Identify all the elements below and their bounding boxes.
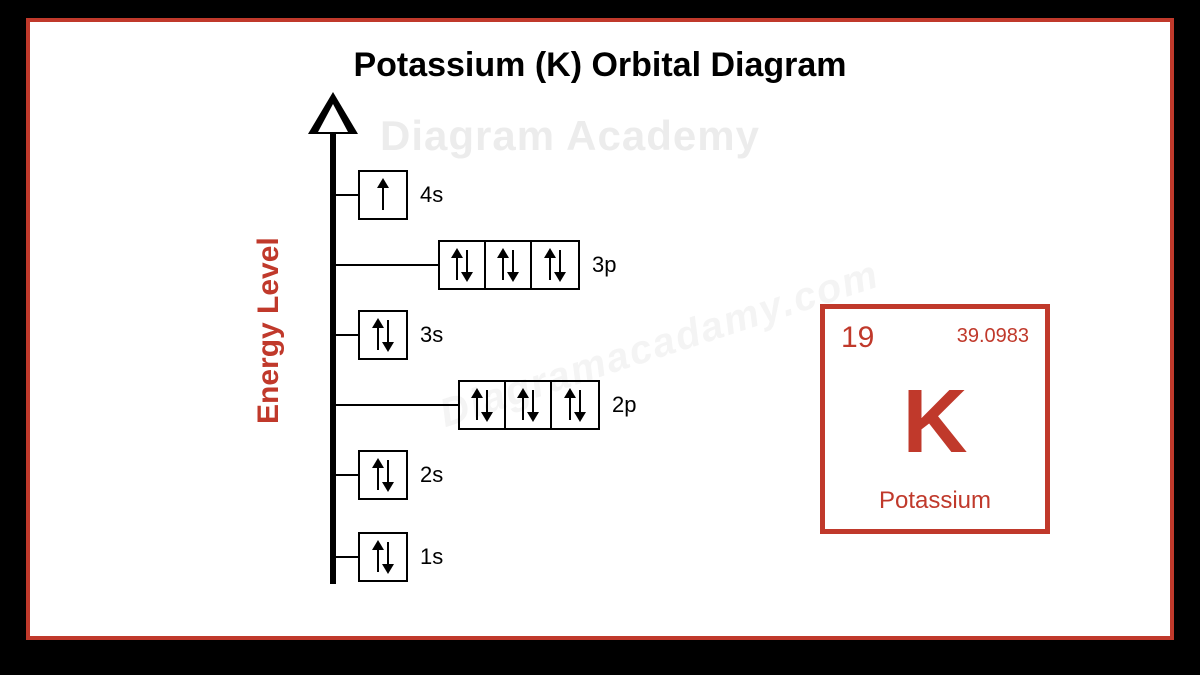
level-row-3p: 3p [330,242,616,288]
electron-spin-down [559,250,561,280]
electron-spin-down [486,390,488,420]
orbital-label: 2s [420,462,443,488]
atomic-mass: 39.0983 [957,325,1029,348]
orbital-box [486,242,532,288]
electron-spin-down [532,390,534,420]
level-tick [330,404,458,406]
orbital-box [440,242,486,288]
orbital-boxes-2s [358,450,408,500]
diagram-frame: Potassium (K) Orbital Diagram Diagram Ac… [26,18,1174,640]
electron-spin-up [476,390,478,420]
electron-spin-up [522,390,524,420]
electron-spin-up [502,250,504,280]
electron-spin-up [377,542,379,572]
orbital-diagram: Energy Level 4s3p3s2p2s1s [290,114,810,614]
level-tick [330,194,358,196]
orbital-boxes-3p [438,240,580,290]
electron-spin-up [377,460,379,490]
orbital-box [532,242,578,288]
orbital-label: 3s [420,322,443,348]
orbital-box [360,452,406,498]
electron-spin-down [387,542,389,572]
level-row-4s: 4s [330,172,443,218]
energy-axis-label: Energy Level [252,237,286,424]
electron-spin-down [387,460,389,490]
orbital-box [460,382,506,428]
orbital-label: 2p [612,392,636,418]
electron-spin-up [382,180,384,210]
electron-spin-down [466,250,468,280]
level-tick [330,556,358,558]
electron-spin-up [569,390,571,420]
electron-spin-up [549,250,551,280]
orbital-label: 3p [592,252,616,278]
level-row-2p: 2p [330,382,636,428]
orbital-boxes-4s [358,170,408,220]
orbital-boxes-2p [458,380,600,430]
element-name: Potassium [825,487,1045,515]
electron-spin-down [387,320,389,350]
electron-spin-up [456,250,458,280]
energy-axis-arrowhead [308,92,358,134]
electron-spin-down [579,390,581,420]
orbital-box [552,382,598,428]
element-symbol: K [825,371,1045,474]
orbital-boxes-3s [358,310,408,360]
level-row-1s: 1s [330,534,443,580]
orbital-box [360,172,406,218]
level-tick [330,334,358,336]
element-tile: 19 39.0983 K Potassium [820,304,1050,534]
orbital-label: 4s [420,182,443,208]
level-row-2s: 2s [330,452,443,498]
orbital-box [360,534,406,580]
orbital-box [360,312,406,358]
level-tick [330,474,358,476]
electron-spin-up [377,320,379,350]
level-tick [330,264,438,266]
orbital-label: 1s [420,544,443,570]
orbital-box [506,382,552,428]
atomic-number: 19 [841,321,874,355]
page-title: Potassium (K) Orbital Diagram [30,46,1170,85]
orbital-boxes-1s [358,532,408,582]
level-row-3s: 3s [330,312,443,358]
electron-spin-down [512,250,514,280]
